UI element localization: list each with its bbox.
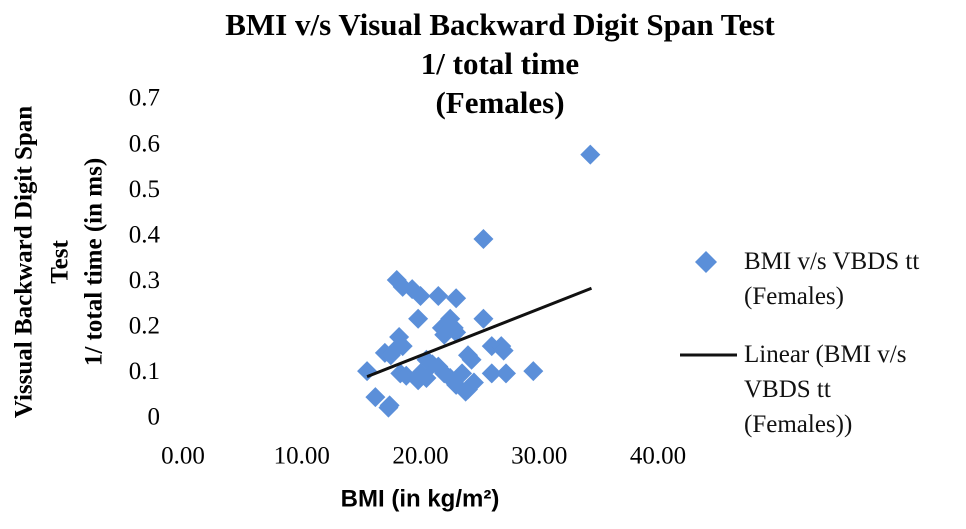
y-tick-label: 0.3 <box>129 267 160 294</box>
legend-label: BMI v/s VBDS tt (Females) <box>744 248 920 310</box>
point <box>408 370 429 391</box>
y-tick-label: 0.4 <box>129 221 161 248</box>
chart-title: (Females) <box>435 85 564 120</box>
point <box>481 363 502 384</box>
y-tick-label: 0.2 <box>129 313 160 340</box>
x-tick-label: 20.00 <box>392 443 448 470</box>
point <box>357 361 378 382</box>
legend-marker <box>695 251 717 273</box>
point <box>493 340 514 361</box>
point <box>410 285 431 306</box>
chart-title: BMI v/s Visual Backward Digit Span Test <box>225 7 775 42</box>
point <box>378 397 399 418</box>
point <box>473 308 494 329</box>
y-axis-label: 1/ total time (in ms) <box>81 158 108 366</box>
trendline <box>366 286 593 379</box>
point <box>408 308 429 329</box>
y-tick-label: 0.1 <box>129 358 160 385</box>
point <box>392 336 413 357</box>
point <box>452 363 473 384</box>
point <box>446 288 467 309</box>
x-tick-label: 30.00 <box>511 443 567 470</box>
y-axis-label: Vissual Backward Digit Span <box>11 106 38 418</box>
point <box>580 144 601 165</box>
legend-label: Linear (BMI v/s VBDS tt (Females)) <box>744 341 907 438</box>
point <box>523 361 544 382</box>
x-tick-label: 10.00 <box>274 443 330 470</box>
point <box>428 285 449 306</box>
y-tick-label: 0.6 <box>129 130 160 157</box>
point <box>365 387 386 408</box>
x-tick-label: 40.00 <box>630 443 686 470</box>
chart-title: 1/ total time <box>421 46 579 81</box>
y-tick-label: 0 <box>148 404 161 431</box>
y-tick-label: 0.7 <box>129 85 160 112</box>
point <box>473 228 494 249</box>
y-axis-label: Test <box>47 240 74 284</box>
point <box>461 349 482 370</box>
x-tick-label: 0.00 <box>161 443 205 470</box>
point <box>455 381 476 402</box>
point <box>446 322 467 343</box>
y-tick-label: 0.5 <box>129 176 160 203</box>
point <box>496 363 516 384</box>
x-axis-label: BMI (in kg/m²) <box>341 485 500 512</box>
